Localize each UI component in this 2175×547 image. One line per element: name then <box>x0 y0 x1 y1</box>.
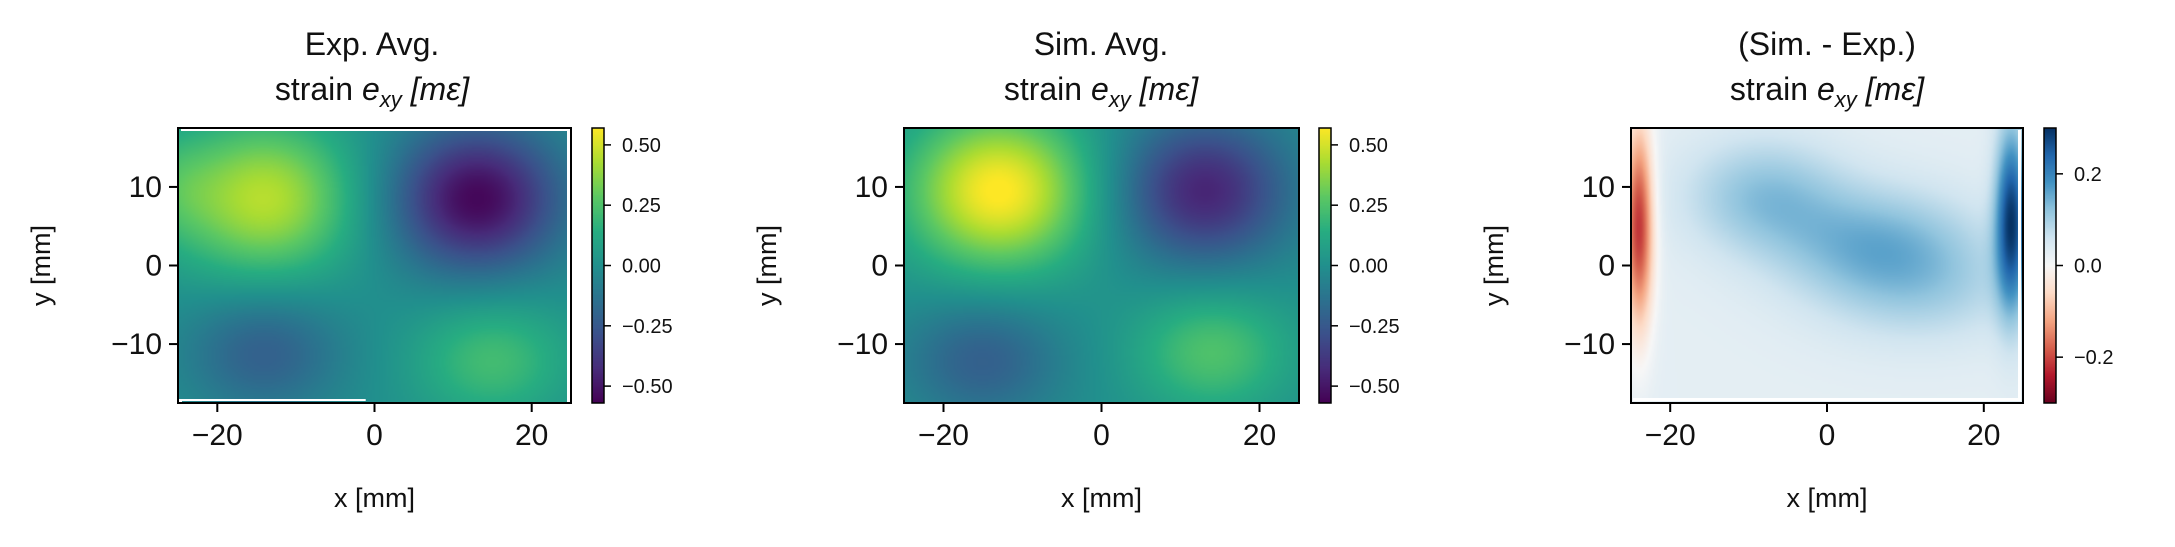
colorbar-tick-label: 0.2 <box>2074 164 2102 186</box>
y-tick-label: −10 <box>111 328 162 361</box>
colorbar <box>2044 128 2056 403</box>
y-tick-label: −10 <box>837 328 888 361</box>
colorbar-tick-label: −0.50 <box>1349 376 1400 398</box>
subtitle-prefix: strain <box>1730 71 1817 107</box>
colorbar-tick-label: 0.50 <box>1349 135 1388 157</box>
colorbar-tick-label: 0.25 <box>1349 195 1388 217</box>
x-axis-label: x [mm] <box>334 483 415 513</box>
x-tick-label: 20 <box>515 419 548 452</box>
y-axis-label: y [mm] <box>26 225 56 306</box>
y-tick-label: 0 <box>145 250 162 283</box>
x-tick-label: 0 <box>1093 419 1110 452</box>
x-tick-label: −20 <box>918 419 969 452</box>
chart-panel-3: (Sim. - Exp.) strain exy [mε] −20 0 20 −10 0 10… <box>1479 26 2113 513</box>
subtitle-symbol: e <box>362 71 380 107</box>
subtitle-subscript: xy <box>1108 87 1133 112</box>
x-tick-label: −20 <box>1645 419 1696 452</box>
x-tick-label: 20 <box>1967 419 2000 452</box>
colorbar-tick-label: 0.0 <box>2074 256 2102 278</box>
subtitle-prefix: strain <box>1004 71 1091 107</box>
chart-subtitle: strain exy [mε] <box>1730 71 1925 112</box>
colorbar-tick-label: −0.25 <box>622 316 673 338</box>
colorbar <box>1319 128 1331 403</box>
colorbar-tick-label: 0.25 <box>622 195 661 217</box>
gap-corner <box>179 399 182 403</box>
chart-title: Sim. Avg. <box>1034 26 1169 62</box>
subtitle-symbol: e <box>1091 71 1109 107</box>
y-axis-label: y [mm] <box>1479 225 1509 306</box>
subtitle-subscript: xy <box>1834 87 1859 112</box>
chart-panel-2: Sim. Avg. strain exy [mε] −20 0 20 −10 0 10 x [m… <box>752 26 1400 513</box>
colorbar <box>592 128 604 403</box>
x-axis-label: x [mm] <box>1061 483 1142 513</box>
y-tick-label: 0 <box>1598 250 1615 283</box>
subtitle-prefix: strain <box>275 71 362 107</box>
gap-bottom <box>181 399 366 401</box>
heatmap-image <box>178 128 571 403</box>
y-tick-label: 0 <box>871 250 888 283</box>
chart-title: (Sim. - Exp.) <box>1738 26 1916 62</box>
subtitle-symbol: e <box>1817 71 1835 107</box>
colorbar-tick-label: 0.00 <box>622 256 661 278</box>
heatmap-image <box>904 128 1299 403</box>
y-tick-label: 10 <box>855 171 888 204</box>
y-tick-label: −10 <box>1564 328 1615 361</box>
colorbar-tick-label: −0.50 <box>622 376 673 398</box>
chart-panel-1: Exp. Avg. strain exy [mε] −20 0 20 −10 0 10 x [m… <box>26 26 673 513</box>
gap-right <box>2018 130 2021 401</box>
chart-title: Exp. Avg. <box>305 26 440 62</box>
gap-top <box>181 129 568 131</box>
x-tick-label: 20 <box>1243 419 1276 452</box>
gap-bottom <box>1633 398 2021 401</box>
colorbar-tick-label: −0.2 <box>2074 347 2113 369</box>
chart-subtitle: strain exy [mε] <box>1004 71 1199 112</box>
x-axis-label: x [mm] <box>1787 483 1868 513</box>
colorbar-tick-label: 0.50 <box>622 135 661 157</box>
gap-right <box>567 128 570 403</box>
subtitle-unit: [mε] <box>402 71 471 107</box>
x-tick-label: −20 <box>192 419 243 452</box>
x-tick-label: 0 <box>366 419 383 452</box>
y-axis-label: y [mm] <box>752 225 782 306</box>
colorbar-tick-label: 0.00 <box>1349 256 1388 278</box>
chart-subtitle: strain exy [mε] <box>275 71 470 112</box>
heatmap-image <box>1631 128 2023 403</box>
colorbar-tick-label: −0.25 <box>1349 316 1400 338</box>
x-tick-label: 0 <box>1819 419 1836 452</box>
subtitle-unit: [mε] <box>1857 71 1926 107</box>
y-tick-label: 10 <box>129 171 162 204</box>
y-tick-label: 10 <box>1582 171 1615 204</box>
subtitle-subscript: xy <box>379 87 404 112</box>
subtitle-unit: [mε] <box>1131 71 1200 107</box>
